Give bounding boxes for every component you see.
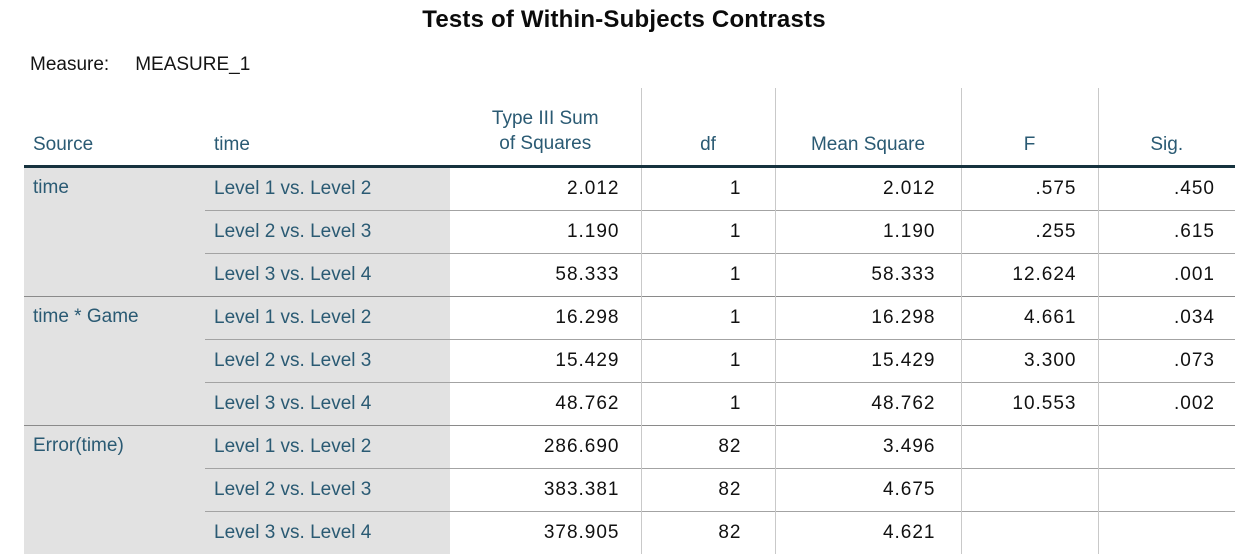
sig-cell: .073 (1097, 339, 1235, 383)
time-cell: Level 2 vs. Level 3 (205, 210, 450, 254)
ms-cell: 16.298 (774, 296, 961, 340)
df-cell: 1 (640, 296, 775, 340)
measure-value: MEASURE_1 (135, 54, 251, 75)
ms-cell: 15.429 (774, 339, 961, 383)
df-cell: 1 (640, 382, 775, 426)
time-cell: Level 3 vs. Level 4 (205, 253, 450, 297)
sig-cell: .002 (1097, 382, 1235, 426)
column-header-ss-line1: Type III Sum (491, 108, 599, 129)
time-cell: Level 1 vs. Level 2 (205, 166, 450, 211)
table-row: Level 3 vs. Level 4 378.905 82 4.621 (24, 511, 1235, 554)
ms-cell: 2.012 (774, 166, 961, 211)
column-header-df: df (640, 88, 775, 168)
source-cell: time * Game (24, 296, 205, 426)
ss-cell: 58.333 (450, 253, 641, 297)
column-header-source: Source (24, 88, 205, 168)
time-cell: Level 3 vs. Level 4 (205, 382, 450, 426)
sig-cell (1097, 468, 1235, 512)
table-row: time * Game Level 1 vs. Level 2 16.298 1 16.… (24, 296, 1235, 426)
ms-cell: 48.762 (774, 382, 961, 426)
f-cell (960, 511, 1098, 554)
ms-cell: 3.496 (774, 425, 961, 469)
time-cell: Level 2 vs. Level 3 (205, 468, 450, 512)
sig-cell: .615 (1097, 210, 1235, 254)
page-title: Tests of Within-Subjects Contrasts (422, 6, 826, 33)
ms-cell: 4.675 (774, 468, 961, 512)
sig-cell: .001 (1097, 253, 1235, 297)
column-header-time: time (205, 88, 450, 168)
ss-cell: 16.298 (450, 296, 641, 340)
f-cell: .255 (960, 210, 1098, 254)
ms-cell: 58.333 (774, 253, 961, 297)
df-cell: 1 (640, 253, 775, 297)
column-header-ss-line2: of Squares (499, 133, 592, 154)
ss-cell: 383.381 (450, 468, 641, 512)
df-cell: 82 (640, 425, 775, 469)
column-header-f: F (960, 88, 1098, 168)
time-cell: Level 1 vs. Level 2 (205, 425, 450, 469)
time-cell: Level 1 vs. Level 2 (205, 296, 450, 340)
f-cell: 12.624 (960, 253, 1098, 297)
f-cell: .575 (960, 166, 1098, 211)
f-cell (960, 468, 1098, 512)
f-cell: 3.300 (960, 339, 1098, 383)
ms-cell: 1.190 (774, 210, 961, 254)
ss-cell: 286.690 (450, 425, 641, 469)
table-row: time Level 1 vs. Level 2 2.012 1 2.012.575.4… (24, 166, 1235, 297)
df-cell: 82 (640, 511, 775, 554)
table-row: Error(time) Level 1 vs. Level 2 286.690 82 3… (24, 425, 1235, 554)
df-cell: 82 (640, 468, 775, 512)
sig-cell (1097, 511, 1235, 554)
within-subjects-contrasts-table: Source time Type III Sum of Squares df M… (24, 88, 1235, 554)
time-cell: Level 3 vs. Level 4 (205, 511, 450, 554)
df-cell: 1 (640, 166, 775, 211)
table-row: Level 2 vs. Level 3 383.381 82 4.675 (24, 468, 1235, 512)
column-header-sig: Sig. (1097, 88, 1235, 168)
table-row: Level 2 vs. Level 3 15.429 1 15.429 3.300.07… (24, 339, 1235, 383)
table-row: Level 3 vs. Level 4 58.333 1 58.333 12.624.0… (24, 253, 1235, 297)
table-row: Level 3 vs. Level 4 48.762 1 48.762 10.553.0… (24, 382, 1235, 426)
ss-cell: 1.190 (450, 210, 641, 254)
df-cell: 1 (640, 339, 775, 383)
sig-cell: .034 (1097, 296, 1235, 340)
time-cell: Level 2 vs. Level 3 (205, 339, 450, 383)
column-header-mean-square: Mean Square (774, 88, 961, 168)
f-cell (960, 425, 1098, 469)
source-cell: time (24, 166, 205, 297)
ss-cell: 15.429 (450, 339, 641, 383)
source-cell: Error(time) (24, 425, 205, 554)
measure-line: Measure: MEASURE_1 (30, 54, 250, 76)
df-cell: 1 (640, 210, 775, 254)
ss-cell: 2.012 (450, 166, 641, 211)
f-cell: 10.553 (960, 382, 1098, 426)
table-row: Level 2 vs. Level 3 1.190 1 1.190.255.615 (24, 210, 1235, 254)
ss-cell: 378.905 (450, 511, 641, 554)
ms-cell: 4.621 (774, 511, 961, 554)
f-cell: 4.661 (960, 296, 1098, 340)
header-row: Source time Type III Sum of Squares df M… (24, 88, 1235, 168)
sig-cell (1097, 425, 1235, 469)
column-header-type-iii-sum-of-squares: Type III Sum of Squares (450, 88, 641, 168)
measure-label: Measure: (30, 54, 110, 75)
table-body: time Level 1 vs. Level 2 2.012 1 2.012.575.4… (24, 166, 1235, 554)
sig-cell: .450 (1097, 166, 1235, 211)
ss-cell: 48.762 (450, 382, 641, 426)
